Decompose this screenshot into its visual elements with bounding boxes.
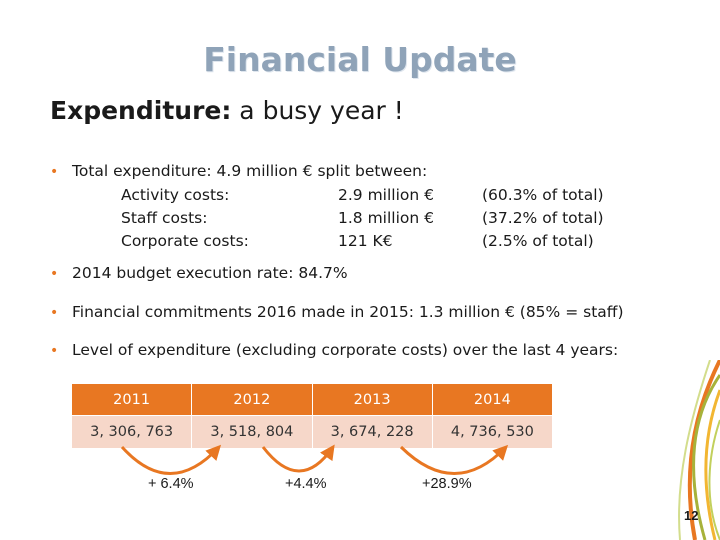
growth-label-2013: +4.4% [285, 476, 327, 492]
bullet-total-expenditure: • Total expenditure: 4.9 million € split … [50, 162, 427, 180]
year-cell: 2011 [72, 384, 192, 415]
growth-arrow-icon [120, 444, 222, 475]
year-cell: 2012 [191, 384, 312, 415]
bullet-text: Level of expenditure (excluding corporat… [72, 341, 619, 359]
value-cell: 4, 736, 530 [431, 415, 552, 448]
subtitle-rest: a busy year ! [231, 96, 404, 125]
bullet-text: Total expenditure: 4.9 million € split b… [72, 162, 428, 180]
bullet-icon: • [50, 164, 59, 180]
split-amount: 1.8 million € [338, 209, 434, 227]
split-amount: 121 K€ [338, 232, 393, 250]
bullet-execution-rate: • 2014 budget execution rate: 84.7% [50, 264, 348, 282]
growth-arrow-icon [261, 444, 335, 473]
split-label: Staff costs: [121, 209, 208, 227]
growth-label-2014: +28.9% [422, 476, 472, 492]
table-header-row: 2011 2012 2013 2014 [72, 384, 552, 415]
growth-arrow-icon [399, 444, 509, 475]
bullet-icon: • [50, 343, 59, 359]
value-cell: 3, 674, 228 [311, 415, 432, 448]
bullet-icon: • [50, 305, 59, 321]
subtitle-lead: Expenditure: [50, 96, 232, 125]
year-cell: 2013 [311, 384, 432, 415]
bullet-text: Financial commitments 2016 made in 2015:… [72, 303, 624, 321]
year-cell: 2014 [431, 384, 552, 415]
growth-label-2012: + 6.4% [148, 476, 194, 492]
slide-title: Financial Update [203, 40, 517, 79]
split-share: (37.2% of total) [482, 209, 604, 227]
split-share: (2.5% of total) [482, 232, 594, 250]
split-label: Corporate costs: [121, 232, 249, 250]
slide-subtitle: Expenditure: a busy year ! [50, 96, 404, 125]
split-share: (60.3% of total) [482, 186, 604, 204]
bullet-commitments: • Financial commitments 2016 made in 2015… [50, 303, 624, 321]
bullet-icon: • [50, 266, 59, 282]
split-label: Activity costs: [121, 186, 230, 204]
table-row: 3, 306, 763 3, 518, 804 3, 674, 228 4, 7… [72, 415, 552, 448]
value-cell: 3, 518, 804 [191, 415, 312, 448]
bullet-text: 2014 budget execution rate: 84.7% [72, 264, 348, 282]
split-amount: 2.9 million € [338, 186, 434, 204]
decorative-swoosh-icon [678, 360, 720, 540]
bullet-expenditure-level: • Level of expenditure (excluding corpora… [50, 341, 618, 359]
expenditure-table: 2011 2012 2013 2014 3, 306, 763 3, 518, … [72, 384, 552, 448]
value-cell: 3, 306, 763 [72, 415, 192, 448]
page-number: 12 [684, 508, 699, 523]
